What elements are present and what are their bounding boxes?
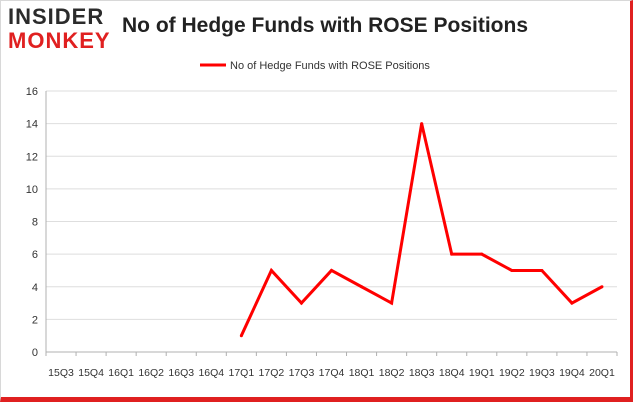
y-tick-label: 2 (32, 314, 38, 326)
data-point (420, 122, 424, 126)
x-tick-label: 16Q3 (168, 367, 194, 379)
y-tick-label: 4 (32, 282, 38, 294)
y-tick-label: 8 (32, 217, 38, 229)
chart-frame (0, 0, 633, 402)
x-tick-label: 20Q1 (589, 367, 615, 379)
x-tick-label: 18Q1 (349, 367, 375, 379)
x-tick-label: 19Q3 (529, 367, 555, 379)
data-point (540, 268, 544, 272)
x-tick-label: 17Q1 (228, 367, 254, 379)
x-tick-label: 17Q3 (289, 367, 315, 379)
x-tick-label: 15Q4 (78, 367, 104, 379)
logo-line-1: INSIDER (8, 4, 105, 29)
y-tick-label: 16 (26, 86, 38, 98)
x-tick-label: 18Q3 (409, 367, 435, 379)
x-tick-label: 17Q4 (319, 367, 345, 379)
x-tick-label: 18Q2 (379, 367, 405, 379)
data-point (360, 285, 364, 289)
y-tick-label: 14 (26, 119, 38, 131)
data-point (480, 252, 484, 256)
data-point (600, 285, 604, 289)
insider-monkey-logo: INSIDER MONKEY (6, 4, 118, 54)
x-tick-label: 16Q4 (198, 367, 224, 379)
x-tick-label: 18Q4 (439, 367, 465, 379)
legend-label: No of Hedge Funds with ROSE Positions (230, 60, 430, 72)
data-point (450, 252, 454, 256)
data-point (510, 268, 514, 272)
series-line (239, 123, 603, 337)
data-point (269, 268, 273, 272)
x-tick-label: 17Q2 (259, 367, 285, 379)
data-point (570, 301, 574, 305)
x-tick-label: 16Q1 (108, 367, 134, 379)
data-point (390, 301, 394, 305)
y-tick-label: 0 (32, 347, 38, 359)
x-tick-label: 19Q4 (559, 367, 585, 379)
chart-title: No of Hedge Funds with ROSE Positions (122, 14, 529, 37)
y-tick-label: 6 (32, 249, 38, 261)
x-tick-label: 15Q3 (48, 367, 74, 379)
data-point (330, 268, 333, 272)
x-tick-label: 19Q2 (499, 367, 525, 379)
y-tick-label: 12 (26, 151, 38, 163)
data-point (299, 301, 303, 305)
logo-line-2: MONKEY (8, 28, 111, 53)
y-tick-label: 10 (26, 184, 38, 196)
data-point (239, 334, 243, 338)
x-tick-label: 16Q2 (138, 367, 164, 379)
x-tick-label: 19Q1 (469, 367, 495, 379)
